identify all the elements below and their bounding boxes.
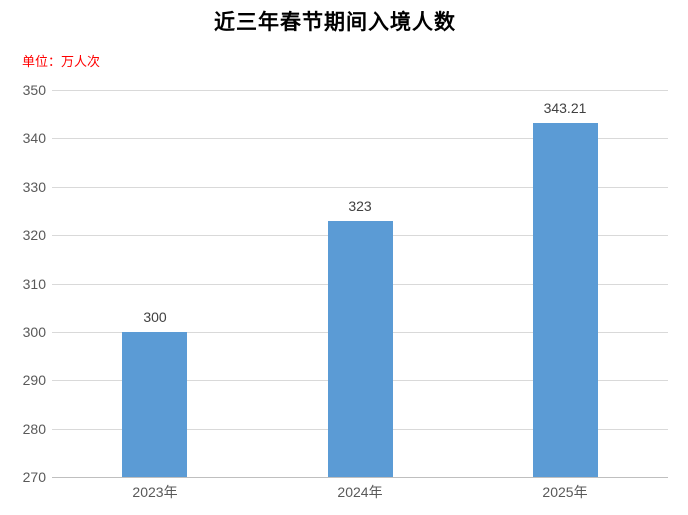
y-tick-label: 300 (22, 324, 46, 340)
y-axis: 270 280 290 300 310 320 330 340 350 (0, 82, 46, 485)
x-tick-label: 2023年 (132, 484, 178, 500)
y-tick-label: 320 (22, 227, 46, 243)
gridline (52, 90, 668, 91)
gridline (52, 138, 668, 139)
bar-2025年 (533, 123, 598, 477)
gridline (52, 187, 668, 188)
x-axis-line (52, 477, 668, 478)
bar-2024年 (328, 221, 393, 477)
y-tick-label: 270 (22, 469, 46, 485)
chart-title: 近三年春节期间入境人数 (214, 10, 456, 34)
y-tick-label: 290 (22, 372, 46, 388)
plot-area: 300 2023年 323 2024年 343.21 2025年 (52, 90, 668, 500)
y-tick-label: 330 (22, 179, 46, 195)
y-tick-label: 310 (22, 276, 46, 292)
unit-label: 单位：万人次 (22, 54, 101, 69)
y-tick-label: 280 (22, 421, 46, 437)
y-tick-label: 340 (22, 130, 46, 146)
x-tick-label: 2025年 (542, 484, 588, 500)
bar-2023年 (122, 332, 187, 477)
x-tick-label: 2024年 (337, 484, 383, 500)
value-label: 300 (143, 309, 167, 325)
y-tick-label: 350 (22, 82, 46, 98)
value-label: 343.21 (543, 100, 587, 116)
value-label: 323 (348, 198, 372, 214)
